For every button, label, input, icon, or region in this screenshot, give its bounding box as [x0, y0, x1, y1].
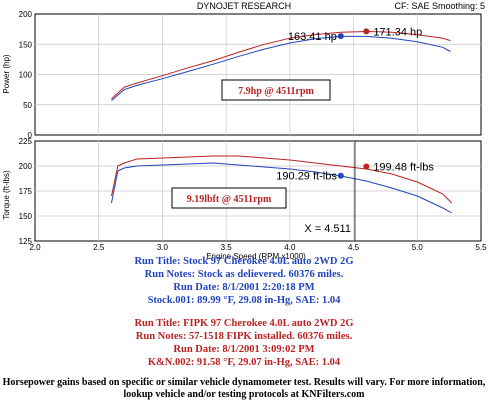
x-tick-label: 2.0 — [29, 243, 41, 252]
power-y-tick-label: 0 — [28, 131, 33, 140]
power-y-tick-label: 200 — [19, 10, 33, 19]
torque-y-tick-label: 225 — [19, 137, 33, 146]
power-gain-label: 7.9hp @ 4511rpm — [238, 86, 314, 97]
run2-conditions: K&N.002: 91.58 °F, 29.07 in-Hg, SAE: 1.0… — [147, 357, 341, 368]
cursor-label: X = 4.511 — [304, 223, 351, 235]
power-panel: 0 50 100 150 200 163.41 hp 171.34 hp 7.9hp @ 45… — [19, 10, 482, 140]
power-axis-label: Power (hp) — [2, 54, 11, 93]
power-gain-box — [221, 79, 331, 101]
run2-notes: Run Notes: 57-1518 FIPK installed. 60376… — [135, 331, 353, 342]
run1-title: Run Title: Stock 97 Cherokee 4.0L auto 2… — [134, 256, 354, 267]
torque-y-tick-label: 125 — [19, 237, 33, 246]
torque-peak-marker-2 — [363, 163, 370, 170]
torque-gain-label: 9.19lbft @ 4511rpm — [187, 194, 272, 205]
x-tick-label: 4.0 — [284, 243, 296, 252]
power-y-tick-label: 150 — [19, 40, 33, 49]
x-tick-label: 5.5 — [475, 243, 487, 252]
footnote: Horsepower gains based on specific or si… — [2, 377, 486, 400]
power-peak-label-1: 163.41 hp — [288, 31, 337, 43]
power-peak-marker-2 — [363, 28, 370, 35]
run2-info: Run Title: FIPK 97 Cherokee 4.0L auto 2W… — [0, 317, 488, 369]
x-tick-label: 2.5 — [93, 243, 105, 252]
run2-title: Run Title: FIPK 97 Cherokee 4.0L auto 2W… — [134, 318, 354, 329]
x-tick-label: 3.5 — [221, 243, 233, 252]
torque-peak-label-2: 199.48 ft-lbs — [373, 162, 434, 174]
run2-date: Run Date: 8/1/2001 3:09:02 PM — [173, 344, 315, 355]
power-y-tick-label: 50 — [23, 101, 32, 110]
power-series-line-1 — [111, 35, 451, 101]
torque-y-tick-label: 200 — [19, 162, 33, 171]
torque-series-line-1 — [111, 162, 452, 214]
torque-axis-label: Torque (ft-lbs) — [2, 170, 11, 220]
x-axis-label: Engine Speed (RPM x1000) — [206, 252, 306, 261]
dyno-chart: DYNOJET RESEARCH CF: SAE Smoothing: 5 0 5… — [2, 1, 487, 261]
torque-peak-label-1: 190.29 ft-lbs — [276, 171, 337, 183]
power-series-line-2 — [111, 30, 451, 100]
x-tick-label: 4.5 — [348, 243, 360, 252]
torque-y-tick-label: 150 — [19, 212, 33, 221]
run1-info: Run Title: Stock 97 Cherokee 4.0L auto 2… — [0, 255, 488, 307]
x-tick-label: 5.0 — [412, 243, 424, 252]
power-y-tick-label: 100 — [19, 71, 33, 80]
torque-series-line-2 — [111, 155, 453, 204]
run1-conditions: Stock.001: 89.99 °F, 29.08 in-Hg, SAE: 1… — [147, 295, 341, 306]
torque-gain-box — [171, 187, 287, 209]
power-peak-marker-1 — [337, 33, 344, 40]
power-peak-label-2: 171.34 hp — [373, 26, 422, 38]
torque-panel: 125 150 175 200 225 190.29 ft-lbs 199.48 ft-lb… — [19, 137, 482, 246]
chart-header-settings: CF: SAE Smoothing: 5 — [394, 1, 485, 11]
x-axis: 2.0 2.5 3.0 3.5 4.0 4.5 5.0 5.5 — [29, 243, 487, 252]
torque-peak-marker-1 — [337, 172, 344, 179]
run1-notes: Run Notes: Stock as delievered. 60376 mi… — [144, 269, 344, 280]
chart-header-title: DYNOJET RESEARCH — [197, 1, 291, 11]
torque-y-tick-label: 175 — [19, 187, 33, 196]
x-tick-label: 3.0 — [157, 243, 169, 252]
run1-date: Run Date: 8/1/2001 2:20:18 PM — [173, 282, 315, 293]
